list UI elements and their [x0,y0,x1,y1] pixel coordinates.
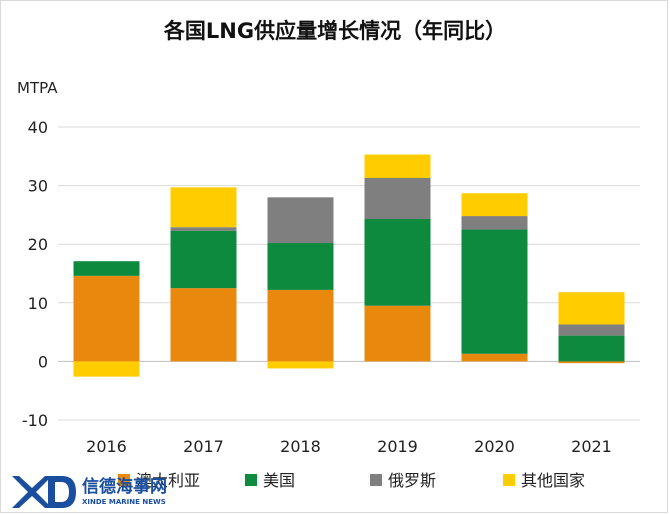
bar-2021-series-2 [558,324,625,336]
legend-label: 俄罗斯 [388,471,436,490]
legend-label: 其他国家 [521,471,585,490]
x-category-label: 2018 [280,437,321,456]
bar-2018-series-0 [267,289,334,362]
watermark-cn-text: 信德海事网 [82,476,167,497]
bar-2020-series-0 [461,353,528,362]
y-tick-label: 30 [28,177,48,196]
y-tick-label: 0 [38,352,48,371]
bar-2018-series-3 [267,361,334,369]
bar-2020-series-2 [461,216,528,230]
x-category-label: 2019 [377,437,418,456]
y-tick-label: -10 [22,411,48,430]
legend-swatch [503,474,515,486]
legend-swatch [245,474,257,486]
watermark-en-text: XINDE MARINE NEWS [82,498,166,506]
bar-2018-series-1 [267,243,334,290]
bar-2020-series-3 [461,193,528,217]
bar-2017-series-0 [170,288,237,362]
bar-2016-series-1 [73,261,140,276]
bar-2019-series-1 [364,219,431,306]
bar-2017-series-2 [170,227,237,231]
x-category-label: 2017 [183,437,224,456]
legend-swatch [370,474,382,486]
y-tick-labels: -10 0 10 20 30 40 [22,118,48,430]
bar-2019-series-3 [364,154,431,178]
x-category-label: 2020 [474,437,515,456]
gridlines [58,126,640,421]
legend-label: 澳大利亚 [136,471,200,490]
y-tick-label: 40 [28,118,48,137]
bar-2020-series-1 [461,229,528,354]
watermark-logo: 信德海事网 XINDE MARINE NEWS [12,476,167,508]
x-category-labels: 2016 2017 2018 2019 2020 2021 [86,437,612,456]
bar-2016-series-3 [73,361,140,377]
legend: 澳大利亚 美国 俄罗斯 其他国家 [118,471,585,490]
bar-2019-series-2 [364,177,431,220]
bar-2018-series-2 [267,197,334,244]
y-tick-label: 20 [28,235,48,254]
y-tick-label: 10 [28,294,48,313]
bar-2021-series-0 [558,361,625,364]
y-axis-unit-label: MTPA [17,79,58,97]
bars [73,154,625,377]
bar-2021-series-3 [558,292,625,325]
x-category-label: 2016 [86,437,127,456]
bar-2019-series-0 [364,305,431,362]
x-category-label: 2021 [571,437,612,456]
legend-swatch [118,474,130,486]
chart-title: 各国LNG供应量增长情况（年同比） [163,19,506,43]
bar-2016-series-0 [73,275,140,362]
bar-2017-series-3 [170,187,237,228]
xd-logo-icon [12,476,76,508]
bar-2017-series-1 [170,230,237,289]
legend-label: 美国 [263,471,295,490]
bar-2021-series-1 [558,335,625,362]
